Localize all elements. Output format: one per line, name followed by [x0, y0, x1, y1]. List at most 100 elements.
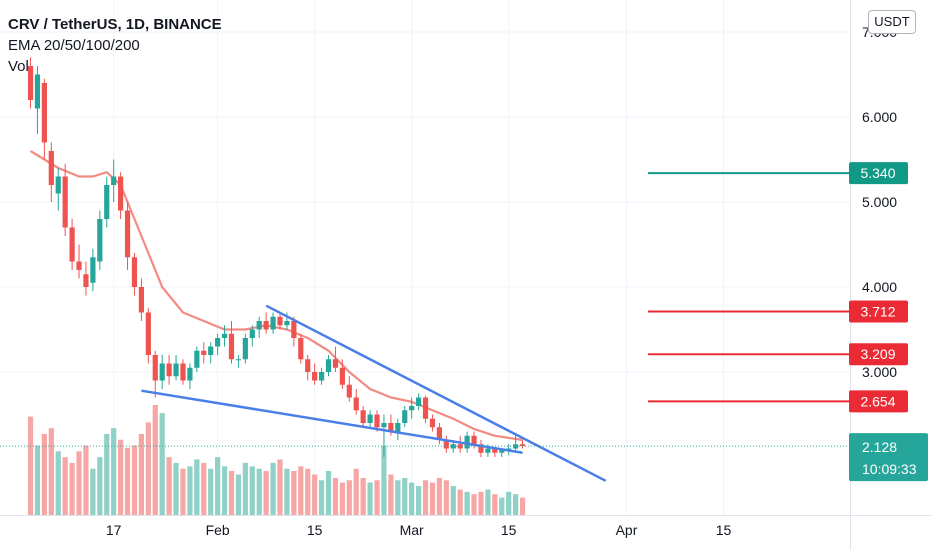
candle-body: [208, 346, 214, 355]
volume-bar: [173, 462, 179, 515]
volume-bar: [62, 457, 68, 515]
candle-body: [166, 363, 172, 377]
currency-button[interactable]: USDT: [868, 10, 916, 34]
volume-bar: [284, 468, 290, 515]
volume-bar: [298, 466, 304, 515]
volume-bar: [499, 497, 505, 515]
candle-body: [90, 257, 96, 283]
candle-body: [242, 338, 248, 360]
candle-body: [138, 287, 144, 313]
price-tick: 3.000: [862, 364, 897, 380]
volume-bar: [318, 480, 325, 515]
time-tick: 15: [307, 522, 323, 538]
countdown-timer: 10:09:33: [862, 461, 917, 477]
volume-bar: [506, 491, 512, 515]
candle-body: [83, 274, 89, 287]
volume-bar: [305, 468, 311, 515]
volume-bar: [138, 433, 144, 515]
candle-body: [436, 427, 442, 440]
candle-body: [332, 359, 339, 368]
time-tick: Apr: [616, 522, 638, 538]
candle-body: [145, 312, 151, 355]
volume-bar: [235, 474, 242, 515]
candle-body: [346, 384, 352, 398]
candle-body: [485, 448, 491, 453]
candle-body: [277, 316, 283, 326]
candle-body: [457, 444, 463, 449]
candle-body: [381, 423, 387, 428]
level-tag: [849, 343, 908, 366]
level-value: 2.654: [860, 393, 895, 409]
candle-body: [34, 74, 41, 109]
volume-bar: [152, 405, 158, 515]
level-tag: [849, 300, 908, 323]
volume-bar: [41, 433, 47, 515]
candle-body: [97, 219, 103, 262]
volume-bar: [34, 445, 41, 515]
level-value: 3.712: [860, 303, 895, 319]
price-tick: 6.000: [862, 109, 897, 125]
candle-body: [312, 372, 318, 381]
volume-bar: [332, 477, 339, 515]
level-tag: [849, 162, 908, 185]
volume-bar: [277, 459, 283, 515]
volume-bar: [256, 468, 262, 515]
volume-bar: [270, 462, 276, 515]
candle-body: [318, 372, 325, 381]
level-value: 5.340: [860, 165, 895, 181]
volume-bar: [83, 445, 89, 515]
volume-bar: [263, 471, 269, 515]
volume-bar: [409, 482, 415, 515]
candle-body: [194, 350, 200, 368]
volume-bar: [353, 468, 359, 515]
candle-body: [429, 418, 436, 428]
volume-bar: [166, 457, 172, 515]
volume-bar: [249, 466, 255, 515]
candles: [27, 57, 526, 457]
volume-bar: [187, 466, 193, 515]
levels: 5.340 3.712 3.209 2.654: [648, 162, 908, 413]
volume-bar: [208, 468, 214, 515]
volume-bar: [395, 480, 401, 515]
volume-bar: [471, 494, 477, 515]
candle-body: [118, 176, 124, 211]
volume-bar: [104, 433, 110, 515]
candle-body: [69, 227, 75, 262]
candle-body: [284, 321, 290, 326]
candle-body: [367, 414, 373, 423]
volume-bar: [55, 451, 61, 515]
volume-bar: [457, 489, 463, 515]
indicator-ema[interactable]: EMA 20/50/100/200: [8, 37, 140, 54]
volume-bar: [443, 480, 449, 515]
volume-bar: [145, 422, 151, 515]
volume-bar: [97, 457, 103, 515]
volume-bar: [513, 494, 519, 515]
candle-body: [104, 185, 110, 219]
volume-bar: [402, 477, 408, 515]
candle-body: [339, 367, 345, 385]
volume-bar: [339, 482, 345, 515]
candle-body: [298, 338, 304, 360]
volume-bar: [388, 474, 394, 515]
time-tick: 17: [106, 522, 122, 538]
volume-bar: [436, 477, 442, 515]
volume-bar: [416, 486, 422, 515]
time-tick: Feb: [206, 522, 230, 538]
volume-bar: [360, 477, 366, 515]
time-axis[interactable]: 17 Feb 15 Mar 15 Apr 15: [106, 522, 732, 538]
indicator-vol[interactable]: Vol: [8, 58, 29, 75]
volume-bar: [464, 491, 470, 515]
candle-body: [443, 440, 449, 449]
candle-body: [416, 397, 422, 406]
candle-body: [305, 359, 311, 372]
symbol-title[interactable]: CRV / TetherUS, 1D, BINANCE: [8, 16, 222, 33]
volume-bar: [159, 413, 165, 515]
candle-body: [395, 423, 401, 432]
volume-bar: [485, 489, 491, 515]
candle-body: [478, 444, 484, 453]
volume-bar: [131, 445, 138, 515]
candle-body: [374, 414, 380, 428]
volume-bar: [478, 491, 484, 515]
